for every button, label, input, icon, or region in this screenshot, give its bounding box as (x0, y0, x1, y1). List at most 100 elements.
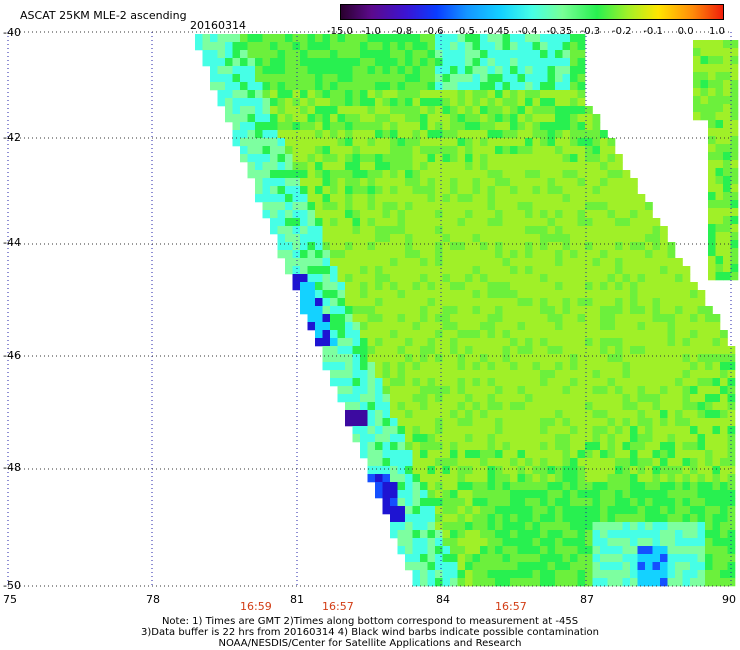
wind-cell (547, 202, 556, 211)
wind-cell (555, 186, 563, 195)
wind-cell (570, 450, 578, 459)
wind-cell (487, 234, 496, 243)
wind-cell (367, 426, 376, 435)
wind-cell (487, 434, 496, 443)
wind-cell (390, 146, 398, 155)
wind-cell (517, 154, 526, 163)
wind-cell (360, 42, 368, 51)
wind-cell (360, 370, 368, 379)
wind-cell (487, 322, 496, 331)
wind-cell (450, 458, 458, 467)
wind-cell (262, 66, 271, 75)
wind-cell (360, 218, 368, 227)
wind-cell (675, 354, 683, 363)
wind-cell (247, 162, 256, 171)
wind-cell (577, 122, 586, 131)
wind-cell (615, 490, 623, 499)
wind-cell (292, 178, 301, 187)
wind-cell (472, 434, 481, 443)
wind-cell (345, 226, 353, 235)
wind-cell (397, 42, 406, 51)
wind-cell (240, 138, 248, 147)
wind-cell (330, 178, 338, 187)
wind-cell (225, 74, 233, 83)
wind-cell (540, 194, 548, 203)
wind-cell (540, 250, 548, 259)
wind-cell (487, 66, 496, 75)
wind-cell (723, 144, 731, 153)
wind-cell (465, 82, 473, 91)
wind-cell (345, 114, 353, 123)
wind-cell (690, 346, 698, 355)
wind-cell (645, 298, 653, 307)
wind-cell (540, 418, 548, 427)
wind-cell (427, 450, 436, 459)
wind-cell (285, 90, 293, 99)
wind-cell (352, 410, 361, 419)
wind-cell (427, 330, 436, 339)
wind-cell (457, 266, 466, 275)
wind-cell (322, 146, 331, 155)
wind-cell (382, 490, 391, 499)
wind-cell (532, 570, 541, 579)
wind-cell (330, 170, 338, 179)
wind-cell (330, 42, 338, 51)
wind-cell (547, 442, 556, 451)
wind-cell (510, 234, 518, 243)
wind-cell (622, 290, 631, 299)
wind-cell (495, 114, 503, 123)
wind-cell (600, 210, 608, 219)
wind-cell (585, 106, 593, 115)
wind-cell (330, 66, 338, 75)
wind-cell (615, 450, 623, 459)
wind-cell (397, 466, 406, 475)
wind-cell (397, 362, 406, 371)
wind-cell (360, 242, 368, 251)
wind-cell (270, 50, 278, 59)
wind-cell (232, 122, 241, 131)
wind-cell (630, 386, 638, 395)
wind-cell (292, 242, 301, 251)
wind-cell (502, 146, 511, 155)
wind-cell (637, 338, 646, 347)
wind-cell (465, 546, 473, 555)
wind-cell (427, 370, 436, 379)
wind-cell (555, 242, 563, 251)
wind-cell (367, 58, 376, 67)
wind-cell (465, 402, 473, 411)
wind-cell (255, 90, 263, 99)
wind-cell (682, 498, 691, 507)
wind-cell (577, 562, 586, 571)
wind-cell (495, 482, 503, 491)
wind-cell (412, 274, 421, 283)
wind-cell (427, 58, 436, 67)
wind-cell (352, 178, 361, 187)
wind-cell (420, 426, 428, 435)
wind-cell (577, 330, 586, 339)
wind-cell (360, 90, 368, 99)
wind-cell (592, 330, 601, 339)
wind-cell (397, 418, 406, 427)
wind-cell (555, 370, 563, 379)
wind-cell (480, 362, 488, 371)
wind-cell (607, 506, 616, 515)
wind-cell (390, 450, 398, 459)
wind-cell (562, 58, 571, 67)
wind-cell (660, 242, 668, 251)
wind-cell (480, 402, 488, 411)
wind-cell (682, 330, 691, 339)
wind-cell (697, 346, 706, 355)
wind-cell (330, 226, 338, 235)
wind-cell (330, 370, 338, 379)
wind-cell (262, 74, 271, 83)
wind-cell (307, 242, 316, 251)
wind-cell (675, 506, 683, 515)
wind-cell (480, 258, 488, 267)
wind-cell (405, 226, 413, 235)
wind-cell (532, 186, 541, 195)
wind-cell (427, 138, 436, 147)
wind-cell (397, 138, 406, 147)
wind-cell (322, 106, 331, 115)
wind-cell (262, 122, 271, 131)
wind-cell (667, 546, 676, 555)
